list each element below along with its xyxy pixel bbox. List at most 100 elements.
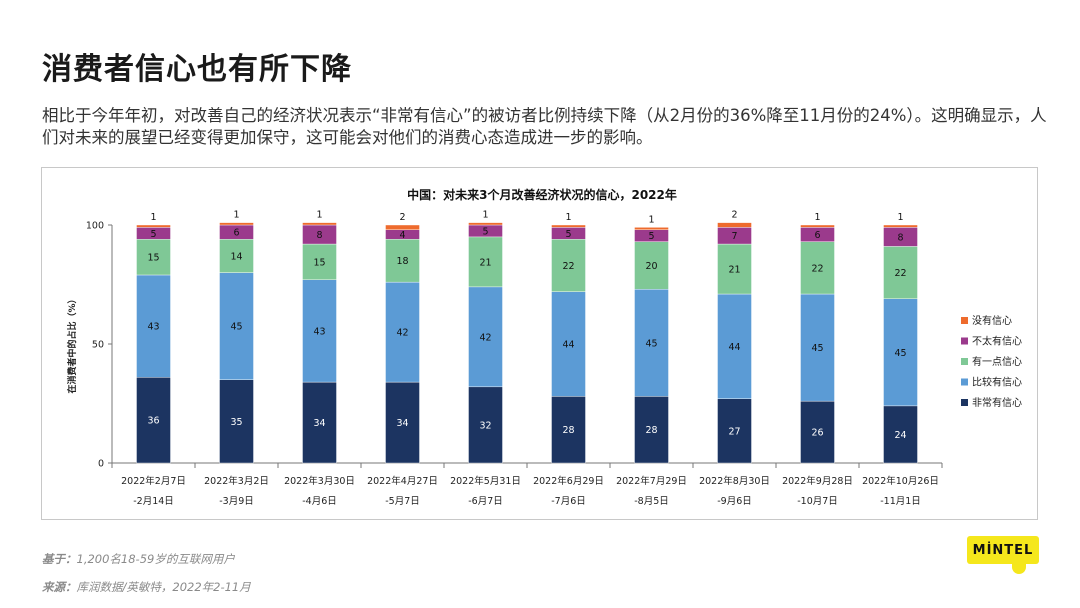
data-label: 22 [811, 263, 823, 274]
footer-base-text: 1,200名18-59岁的互联网用户 [76, 552, 235, 566]
data-label: 32 [479, 420, 491, 431]
footer-base-label: 基于： [42, 552, 77, 566]
x-category-label-line1: 2022年3月2日 [204, 475, 269, 487]
bar-segment [551, 291, 586, 397]
x-category-label-line2: -8月5日 [634, 496, 669, 507]
data-label: 45 [811, 343, 823, 354]
legend-swatch [961, 399, 968, 406]
x-category-label-line2: -6月7日 [468, 496, 503, 507]
page-description: 相比于今年年初，对改善自己的经济状况表示“非常有信心”的被访者比例持续下降（从2… [42, 106, 1047, 147]
data-label: 2 [731, 210, 737, 221]
x-category-label-line1: 2022年3月30日 [284, 475, 355, 487]
data-label: 6 [814, 230, 820, 241]
y-axis-label: 在消费者中的占比（%） [66, 294, 78, 393]
x-category-label-line1: 2022年8月30日 [699, 475, 770, 487]
bar-segment [800, 293, 835, 402]
bar-segment [219, 379, 254, 464]
data-label: 1 [482, 210, 488, 221]
bar-segment [136, 239, 171, 276]
bar-segment [634, 396, 669, 464]
x-category-label-line2: -10月7日 [797, 496, 838, 507]
x-category-label-line1: 2022年10月26日 [862, 475, 939, 487]
y-tick-label: 100 [86, 221, 104, 232]
data-label: 26 [811, 428, 823, 439]
data-label: 1 [648, 214, 654, 225]
data-label: 1 [233, 210, 239, 221]
data-label: 35 [230, 417, 242, 428]
bar-segment [883, 224, 918, 228]
data-label: 5 [648, 231, 654, 242]
data-label: 42 [396, 328, 408, 339]
data-label: 28 [562, 425, 574, 436]
data-label: 24 [894, 430, 906, 441]
footer-base: 基于：1,200名18-59岁的互联网用户 [42, 551, 235, 567]
x-category-label-line1: 2022年7月29日 [616, 475, 687, 487]
legend-swatch [961, 358, 968, 365]
bar-segment [136, 274, 171, 378]
data-label: 18 [396, 256, 408, 267]
data-label: 5 [150, 229, 156, 240]
bar-segment [302, 243, 337, 280]
x-category-label-line2: -3月9日 [219, 496, 254, 507]
data-label: 21 [479, 257, 491, 268]
bar-segment [136, 377, 171, 464]
x-category-label-line1: 2022年6月29日 [533, 475, 604, 487]
bar-segment [634, 227, 669, 230]
data-label: 43 [147, 322, 159, 333]
data-label: 34 [313, 418, 325, 429]
data-label: 14 [230, 251, 242, 262]
data-label: 20 [645, 261, 657, 272]
bar-segment [800, 400, 835, 464]
x-category-label-line1: 2022年4月27日 [367, 475, 438, 487]
bar-segment [385, 381, 420, 464]
data-label: 4 [399, 230, 405, 241]
footer-source-label: 来源： [42, 580, 77, 594]
data-label: 15 [147, 253, 159, 264]
bar-segment [302, 279, 337, 383]
legend-label: 不太有信心 [972, 335, 1022, 348]
data-label: 36 [147, 416, 159, 427]
data-label: 5 [565, 229, 571, 240]
data-label: 8 [897, 232, 903, 243]
data-label: 42 [479, 332, 491, 343]
footer-source-text: 库润数据/英敏特，2022年2-11月 [76, 580, 251, 594]
bar-segment [219, 239, 254, 273]
bar-segment [883, 405, 918, 464]
bar-segment [136, 224, 171, 228]
bar-segment [385, 281, 420, 383]
data-label: 43 [313, 326, 325, 337]
bar-segment [717, 293, 752, 399]
legend-label: 有一点信心 [972, 355, 1022, 368]
bar-segment [551, 396, 586, 464]
bar-segment [468, 386, 503, 464]
data-label: 45 [230, 322, 242, 333]
bar-segment [468, 286, 503, 388]
data-label: 45 [645, 338, 657, 349]
data-label: 45 [894, 348, 906, 359]
legend-label: 比较有信心 [972, 376, 1022, 389]
data-label: 1 [814, 212, 820, 223]
x-category-label-line1: 2022年9月28日 [782, 475, 853, 487]
chart-container: 中国：对未来3个月改善经济状况的信心，2022年 在消费者中的占比（%） 0 50 10… [41, 167, 1038, 520]
data-label: 22 [894, 268, 906, 279]
data-label: 8 [316, 230, 322, 241]
bar-segment [551, 224, 586, 228]
legend-label: 非常有信心 [972, 396, 1022, 409]
bar-segment [302, 222, 337, 226]
x-category-label-line2: -9月6日 [717, 496, 752, 507]
data-label: 44 [728, 342, 740, 353]
data-label: 1 [565, 212, 571, 223]
data-label: 1 [897, 212, 903, 223]
bar-segment [800, 241, 835, 295]
bar-segment [468, 236, 503, 288]
legend-swatch [961, 337, 968, 345]
bar-segment [883, 246, 918, 299]
data-label: 1 [316, 210, 322, 221]
x-category-label-line1: 2022年2月7日 [121, 475, 186, 487]
data-label: 28 [645, 425, 657, 436]
legend-label: 没有信心 [972, 314, 1012, 327]
data-label: 22 [562, 261, 574, 272]
bar-segment [800, 224, 835, 228]
legend-swatch [961, 317, 968, 324]
